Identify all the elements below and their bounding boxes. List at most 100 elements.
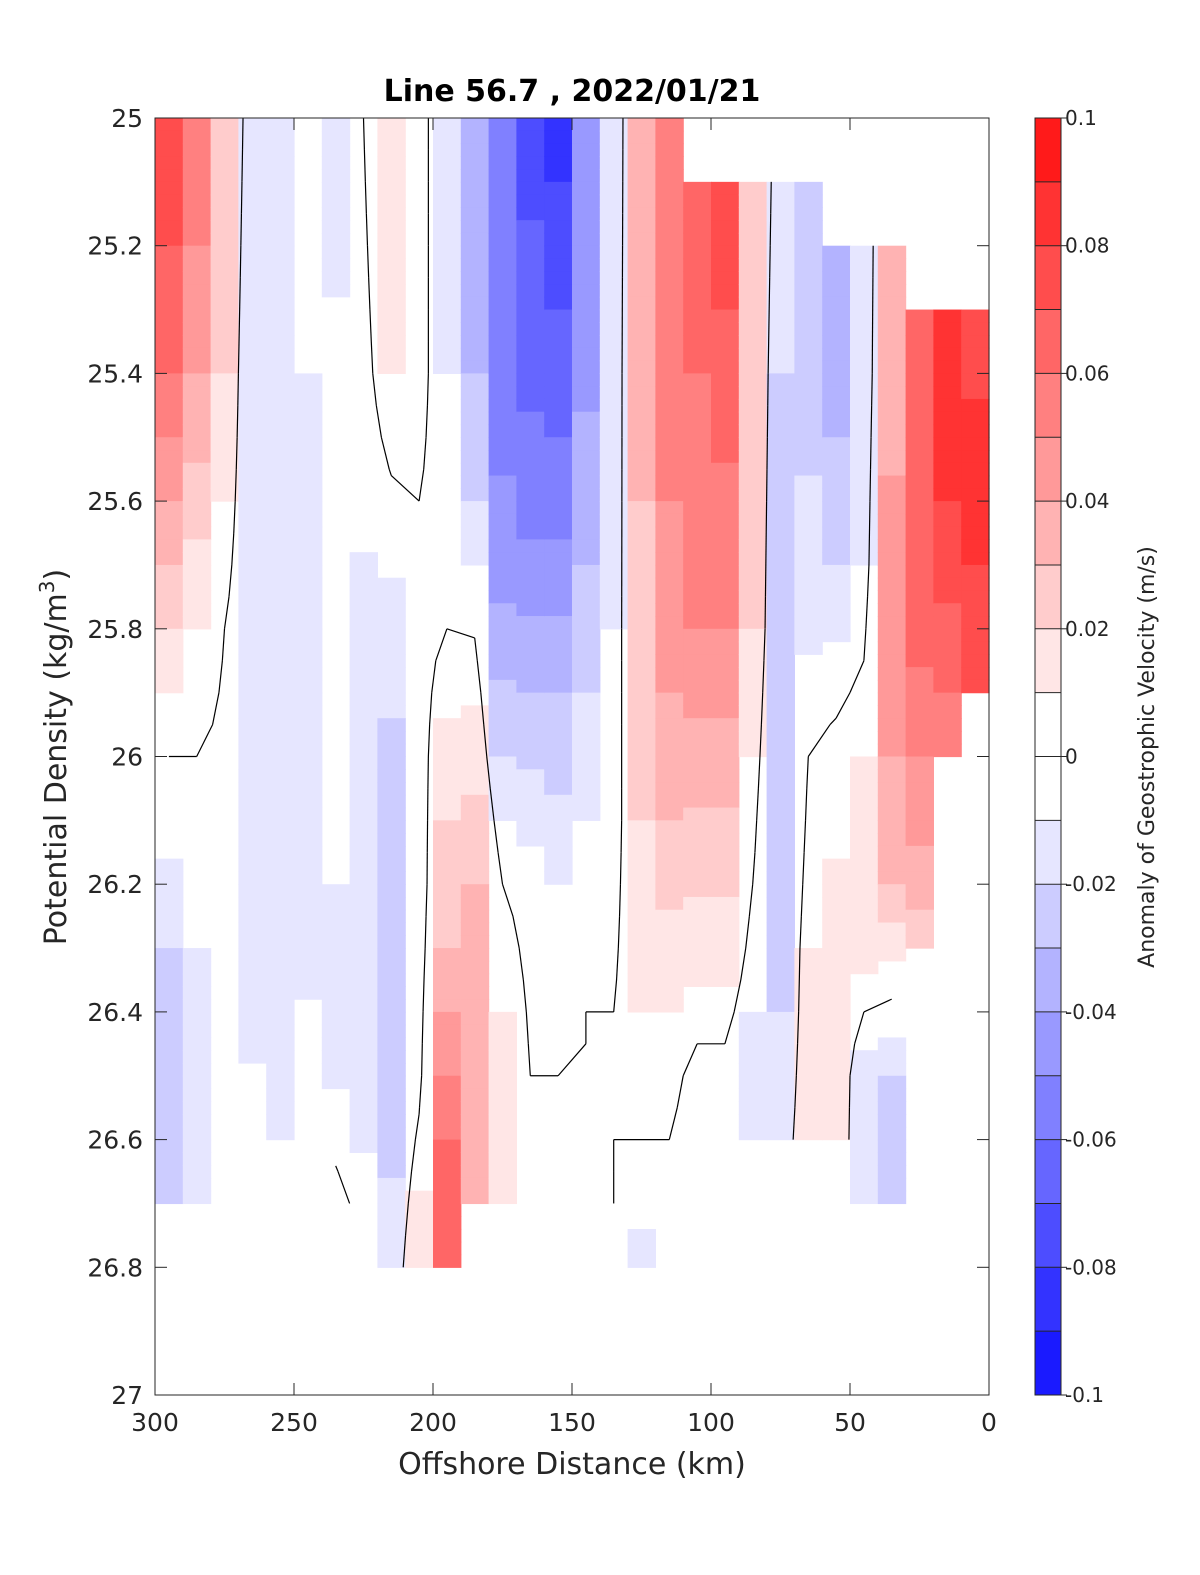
velocity-cell: [961, 462, 990, 477]
velocity-cell: [599, 501, 629, 515]
velocity-cell: [266, 948, 295, 962]
velocity-cell: [266, 309, 295, 323]
velocity-cell: [850, 347, 879, 362]
velocity-cell: [683, 922, 712, 936]
zero-contour-segment: [759, 724, 762, 757]
velocity-cell: [711, 194, 740, 208]
velocity-cell: [766, 973, 795, 987]
velocity-cell: [377, 577, 406, 592]
velocity-cell: [572, 245, 601, 260]
velocity-cell: [599, 526, 629, 541]
velocity-cell: [683, 960, 712, 975]
velocity-cell: [321, 986, 351, 1000]
zero-contour-segment: [239, 277, 241, 310]
velocity-cell: [321, 284, 351, 298]
velocity-cell: [155, 1126, 184, 1141]
velocity-cell: [850, 386, 879, 400]
velocity-cell: [488, 411, 517, 426]
velocity-cell: [460, 833, 490, 847]
velocity-cell: [711, 577, 740, 592]
velocity-cell: [294, 424, 323, 438]
velocity-cell: [738, 743, 768, 758]
velocity-cell: [822, 501, 851, 515]
velocity-cell: [460, 335, 490, 349]
zero-contour-segment: [429, 692, 433, 725]
velocity-cell: [711, 181, 740, 196]
velocity-cell: [766, 807, 795, 821]
velocity-cell: [738, 194, 768, 208]
velocity-cell: [877, 1139, 907, 1153]
velocity-cell: [822, 296, 851, 311]
zero-contour-segment: [760, 692, 764, 725]
velocity-cell: [460, 130, 490, 145]
velocity-cell: [905, 462, 934, 477]
velocity-cell: [182, 411, 212, 426]
velocity-cell: [433, 718, 462, 732]
velocity-cell: [182, 462, 212, 477]
velocity-cell: [294, 896, 323, 911]
zero-contour-segment: [871, 373, 873, 406]
y-tick-label: 25: [111, 104, 143, 133]
velocity-cell: [877, 935, 907, 949]
zero-contour-segment: [422, 979, 425, 1012]
velocity-cell: [294, 718, 323, 732]
velocity-cell: [572, 143, 601, 157]
velocity-cell: [433, 1114, 462, 1128]
velocity-cell: [544, 743, 573, 758]
velocity-cell: [155, 909, 184, 924]
velocity-cell: [433, 948, 462, 962]
velocity-cell: [933, 424, 962, 438]
velocity-cell: [433, 820, 462, 834]
velocity-cell: [349, 1088, 378, 1102]
zero-contour-segment: [425, 884, 428, 917]
velocity-cell: [377, 245, 406, 260]
velocity-cell: [794, 258, 823, 272]
velocity-cell: [599, 169, 629, 183]
velocity-cell: [377, 181, 406, 196]
velocity-cell: [822, 475, 851, 489]
velocity-cell: [488, 1101, 517, 1115]
velocity-cell: [488, 577, 517, 592]
velocity-cell: [155, 1190, 184, 1205]
velocity-cell: [488, 692, 517, 707]
velocity-cell: [210, 156, 239, 170]
colorbar-tick-label: 0.02: [1065, 617, 1110, 641]
velocity-cell: [850, 1177, 879, 1192]
velocity-cell: [766, 603, 795, 617]
velocity-cell: [238, 794, 267, 809]
velocity-cell: [905, 577, 934, 592]
velocity-cell: [794, 1037, 823, 1051]
velocity-cell: [516, 450, 545, 464]
zero-contour-segment: [762, 660, 765, 693]
velocity-cell: [433, 271, 462, 285]
velocity-cell: [572, 577, 601, 592]
colorbar-tick-label: 0.06: [1065, 361, 1110, 385]
velocity-cell: [655, 577, 684, 592]
velocity-cell: [266, 718, 295, 732]
velocity-cell: [822, 896, 851, 911]
velocity-cell: [210, 309, 239, 323]
velocity-cell: [182, 232, 212, 247]
zero-contour-segment: [799, 916, 802, 949]
velocity-cell: [488, 1152, 517, 1166]
velocity-cell: [766, 513, 795, 528]
velocity-cell: [349, 552, 378, 566]
velocity-cell: [933, 398, 962, 413]
velocity-cell: [321, 1062, 351, 1077]
velocity-cell: [738, 284, 768, 298]
velocity-cell: [516, 373, 545, 387]
velocity-cell: [182, 475, 212, 489]
velocity-cell: [460, 232, 490, 247]
velocity-cell: [877, 322, 907, 336]
x-tick-label: 300: [131, 1408, 179, 1437]
velocity-cell: [711, 360, 740, 374]
velocity-cell: [933, 692, 962, 707]
velocity-cell: [516, 475, 545, 489]
velocity-cell: [877, 667, 907, 681]
velocity-cell: [961, 616, 990, 630]
velocity-cell: [182, 296, 212, 311]
velocity-cell: [377, 1050, 406, 1064]
velocity-cell: [877, 1177, 907, 1192]
velocity-cell: [961, 386, 990, 400]
velocity-cell: [850, 948, 879, 962]
